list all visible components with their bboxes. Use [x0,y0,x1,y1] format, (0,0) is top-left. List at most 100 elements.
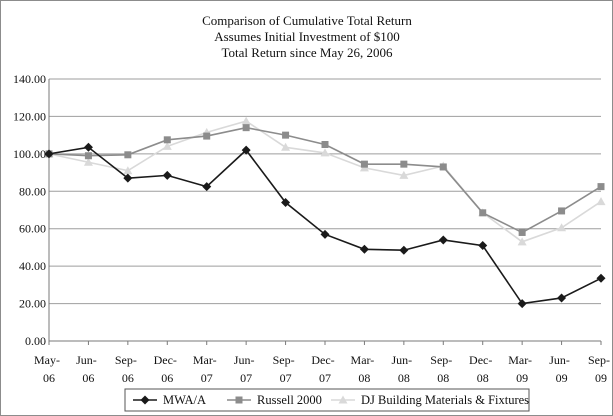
x-tick-label-year: 08 [358,371,370,385]
chart-title-line: Comparison of Cumulative Total Return [202,13,412,28]
data-point [44,149,54,159]
x-tick-label-month: Mar- [351,353,375,367]
data-point [281,198,291,208]
data-point [478,241,488,251]
data-point [320,148,330,157]
data-point [557,293,567,303]
data-point [124,151,132,159]
data-point [84,152,92,160]
data-point [281,142,291,151]
legend-label: MWA/A [163,393,206,407]
data-point [83,142,93,152]
y-tick-label: 20.00 [19,297,46,311]
data-point [596,273,606,283]
series-line [48,146,602,305]
x-tick-label-year: 09 [516,371,528,385]
legend-label: DJ Building Materials & Fixtures [361,393,529,407]
data-point [242,124,250,132]
y-tick-label: 140.00 [13,72,46,86]
series-layer [44,116,606,309]
x-tick-label-month: May- [34,353,60,367]
x-tick-label-month: Jun- [392,353,413,367]
x-tick-label-month: Dec- [154,353,177,367]
series-0 [44,142,606,309]
data-point [400,160,408,168]
y-tick-label: 0.00 [25,334,46,348]
x-tick-label-year: 08 [477,371,489,385]
y-tick-label: 100.00 [13,147,46,161]
x-tick-label-year: 07 [240,371,252,385]
legend-item: MWA/A [133,393,206,407]
legend-item: DJ Building Materials & Fixtures [331,393,529,407]
data-point [203,132,211,140]
x-tick-label-month: Jun- [234,353,255,367]
series-2 [44,116,606,246]
x-tick-label-year: 09 [595,371,607,385]
x-tick-label-month: Jun- [76,353,97,367]
data-point [162,170,172,180]
y-tick-label: 60.00 [19,222,46,236]
y-tick-label: 80.00 [19,184,46,198]
x-tick-label-year: 06 [43,371,55,385]
x-tick-label-year: 09 [556,371,568,385]
x-tick-label-year: 08 [398,371,410,385]
x-tick-label-month: Mar- [508,353,532,367]
x-tick-label-month: Sep- [430,353,452,367]
data-point [321,141,329,148]
data-point [83,157,93,166]
legend-box [124,388,530,412]
gridlines [48,78,601,342]
x-tick-label-month: Sep- [115,353,137,367]
x-tick-label-year: 06 [82,371,94,385]
legend-swatch-marker [140,395,150,405]
x-tick-label-year: 06 [122,371,134,385]
chart-title-line: Assumes Initial Investment of $100 [214,29,400,44]
x-tick-label-month: Mar- [193,353,217,367]
x-tick-label-month: Dec- [469,353,492,367]
data-point [438,235,448,245]
x-tick-label-month: Sep- [588,353,610,367]
data-point [359,244,369,254]
series-line [48,120,602,243]
data-point [399,245,409,255]
data-point [123,166,133,175]
data-point [517,299,527,309]
data-point [163,136,171,144]
chart-title: Comparison of Cumulative Total ReturnAss… [202,13,412,60]
legend-swatch-marker [338,395,348,404]
data-point [439,163,447,171]
y-axis-ticks: 0.00 20.00 40.00 60.00 80.00 100.00 120.00 140.… [13,72,46,348]
x-tick-label-month: Dec- [311,353,334,367]
legend-label: Russell 2000 [257,393,322,407]
x-tick-label-year: 07 [201,371,213,385]
x-tick-label-year: 07 [319,371,331,385]
data-point [557,223,567,232]
x-tick-label-month: Jun- [549,353,570,367]
data-point [320,229,330,239]
data-point [517,237,527,246]
y-tick-label: 40.00 [19,259,46,273]
legend-swatch-marker [235,396,243,404]
data-point [162,141,172,150]
chart-title-line: Total Return since May 26, 2006 [222,45,393,60]
y-tick-label: 120.00 [13,109,46,123]
data-point [123,173,133,183]
data-point [518,228,526,236]
data-point [241,145,251,155]
data-point [360,160,368,168]
data-point [241,116,251,125]
x-tick-label-year: 08 [437,371,449,385]
x-axis-ticks: May- 06 Jun- 06 Sep- 06 Dec- 06 Mar- 07 Jun- 07 Sep-… [34,341,610,385]
data-point [282,131,290,139]
data-point [596,197,606,206]
x-tick-label-year: 06 [161,371,173,385]
x-tick-label-month: Sep- [273,353,295,367]
data-point [399,170,409,179]
data-point [202,182,212,192]
data-point [479,209,487,217]
legend-item: Russell 2000 [227,393,322,407]
legend: MWA/A Russell 2000 DJ Building Materials &… [124,388,530,412]
x-tick-label-year: 07 [280,371,292,385]
